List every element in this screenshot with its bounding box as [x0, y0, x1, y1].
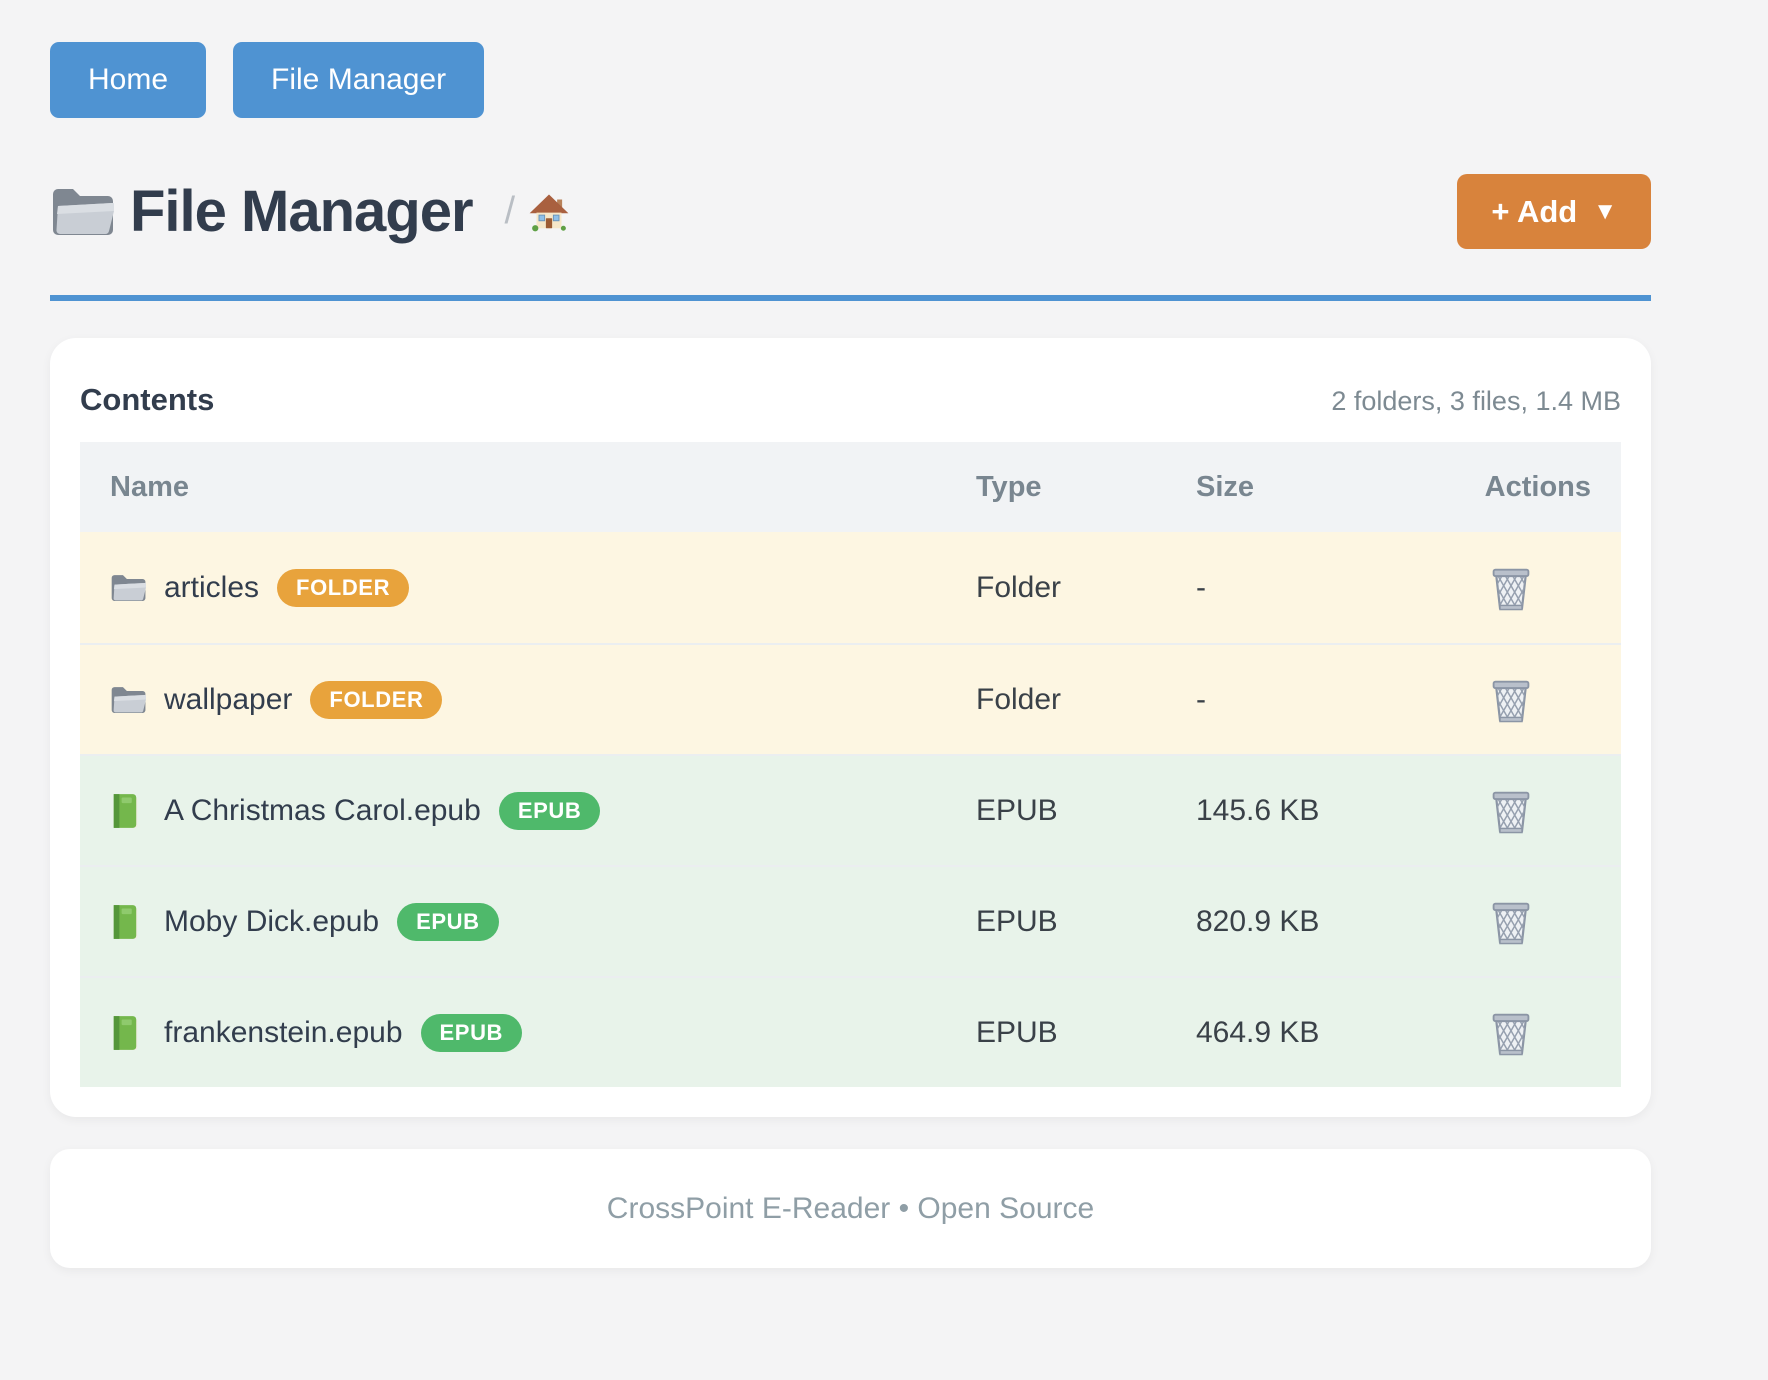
column-header-type: Type: [976, 470, 1042, 503]
wastebasket-icon: [1489, 564, 1533, 612]
delete-button[interactable]: [1489, 898, 1533, 946]
table-row: wallpaper FOLDER Folder -: [80, 643, 1621, 754]
book-icon: [110, 1015, 146, 1050]
actions-cell: [1401, 676, 1621, 724]
table-body: articles FOLDER Folder - wallpaper FOLDE…: [80, 532, 1621, 1087]
type-badge: FOLDER: [310, 680, 443, 719]
name-cell: frankenstein.epub EPUB: [80, 1013, 946, 1052]
page-title: File Manager: [130, 179, 474, 244]
add-button-label: + Add: [1491, 193, 1578, 229]
delete-button[interactable]: [1489, 1009, 1533, 1057]
table-row: frankenstein.epub EPUB EPUB 464.9 KB: [80, 976, 1621, 1087]
top-nav: Home File Manager: [50, 0, 1651, 118]
delete-button[interactable]: [1489, 676, 1533, 724]
size-cell: -: [1196, 682, 1206, 716]
footer-text: CrossPoint E-Reader • Open Source: [606, 1191, 1095, 1225]
file-name[interactable]: frankenstein.epub: [164, 1015, 403, 1049]
breadcrumb-separator: /: [504, 190, 516, 232]
file-name[interactable]: A Christmas Carol.epub: [164, 793, 481, 827]
page-header: File Manager / + Add ▼: [50, 174, 1651, 249]
name-cell: A Christmas Carol.epub EPUB: [80, 791, 946, 830]
contents-header: Contents 2 folders, 3 files, 1.4 MB: [80, 368, 1621, 442]
home-button[interactable]: Home: [50, 42, 207, 118]
name-cell: Moby Dick.epub EPUB: [80, 902, 946, 941]
contents-summary: 2 folders, 3 files, 1.4 MB: [1331, 386, 1621, 416]
delete-button[interactable]: [1489, 787, 1533, 835]
file-name[interactable]: wallpaper: [164, 682, 293, 716]
delete-button[interactable]: [1489, 564, 1533, 612]
book-icon: [110, 904, 146, 939]
file-name[interactable]: Moby Dick.epub: [164, 904, 380, 938]
table-row: articles FOLDER Folder -: [80, 532, 1621, 643]
column-header-size: Size: [1196, 470, 1255, 503]
name-cell: articles FOLDER: [80, 568, 946, 607]
book-icon: [110, 793, 146, 828]
folder-icon: [53, 188, 114, 235]
chevron-down-icon: ▼: [1593, 197, 1617, 225]
house-icon[interactable]: [529, 192, 569, 232]
file-table: Name Type Size Actions articles FOLDER F…: [80, 442, 1621, 1087]
title-divider: [50, 295, 1651, 301]
column-header-name: Name: [110, 470, 189, 503]
footer: CrossPoint E-Reader • Open Source: [50, 1149, 1651, 1268]
add-button[interactable]: + Add ▼: [1457, 174, 1651, 249]
wastebasket-icon: [1489, 787, 1533, 835]
file-name[interactable]: articles: [164, 570, 260, 604]
folder-icon: [110, 683, 146, 717]
breadcrumb: /: [505, 190, 570, 233]
type-cell: Folder: [976, 570, 1062, 604]
wastebasket-icon: [1489, 898, 1533, 946]
type-badge: EPUB: [420, 1013, 523, 1052]
file-manager-button[interactable]: File Manager: [233, 42, 485, 118]
type-cell: EPUB: [976, 904, 1058, 938]
size-cell: 464.9 KB: [1196, 1015, 1320, 1049]
table-row: Moby Dick.epub EPUB EPUB 820.9 KB: [80, 865, 1621, 976]
type-badge: EPUB: [498, 791, 601, 830]
wastebasket-icon: [1489, 676, 1533, 724]
type-badge: EPUB: [397, 902, 499, 941]
contents-card: Contents 2 folders, 3 files, 1.4 MB Name…: [50, 338, 1651, 1117]
type-cell: Folder: [976, 682, 1062, 716]
actions-cell: [1401, 787, 1621, 835]
column-header-actions: Actions: [1484, 470, 1591, 503]
contents-heading: Contents: [80, 382, 215, 417]
page: Home File Manager File Manager / + Add ▼…: [50, 0, 1651, 1268]
type-cell: EPUB: [976, 1015, 1058, 1049]
table-header-row: Name Type Size Actions: [80, 442, 1621, 532]
wastebasket-icon: [1489, 1009, 1533, 1057]
size-cell: 820.9 KB: [1196, 904, 1320, 938]
actions-cell: [1401, 1009, 1621, 1057]
folder-icon: [110, 571, 146, 605]
name-cell: wallpaper FOLDER: [80, 680, 946, 719]
type-cell: EPUB: [976, 793, 1058, 827]
size-cell: -: [1196, 570, 1206, 604]
actions-cell: [1401, 564, 1621, 612]
table-row: A Christmas Carol.epub EPUB EPUB 145.6 K…: [80, 754, 1621, 865]
size-cell: 145.6 KB: [1196, 793, 1320, 827]
type-badge: FOLDER: [277, 568, 410, 607]
actions-cell: [1401, 898, 1621, 946]
